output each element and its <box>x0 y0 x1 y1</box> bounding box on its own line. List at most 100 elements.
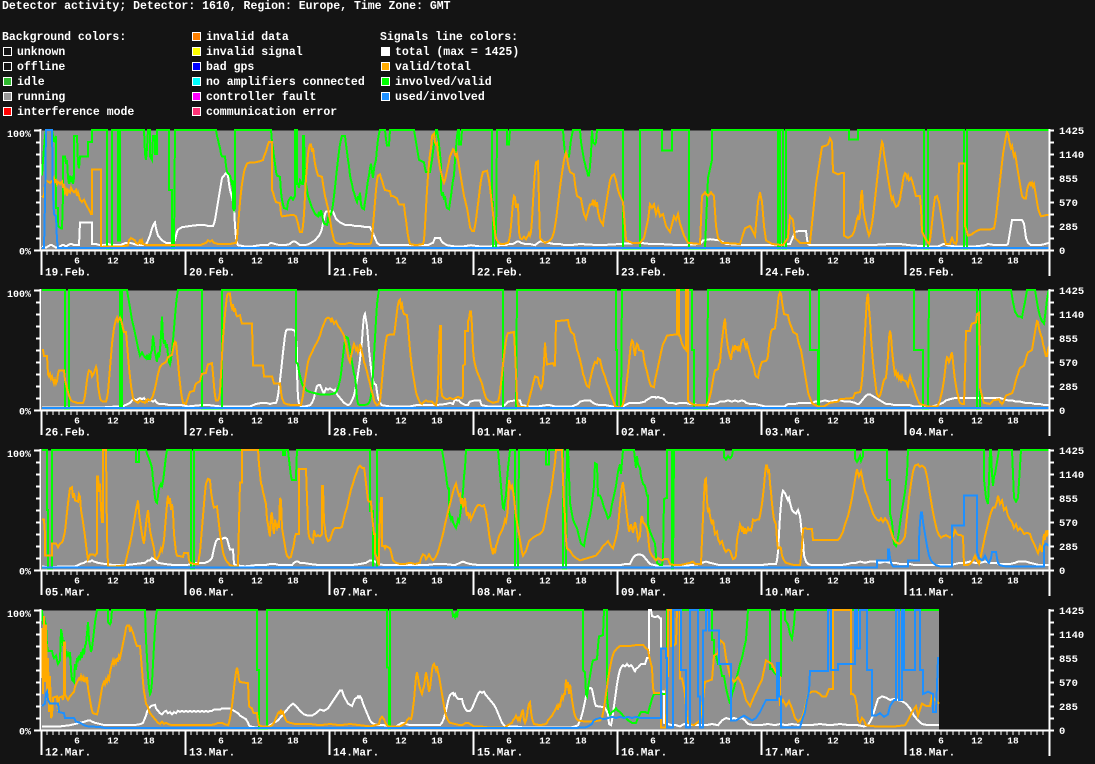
svg-text:1425: 1425 <box>1059 446 1084 458</box>
svg-text:18: 18 <box>287 416 299 427</box>
svg-text:6: 6 <box>218 736 224 747</box>
svg-text:22.Feb.: 22.Feb. <box>477 268 523 280</box>
svg-text:6: 6 <box>506 416 512 427</box>
svg-text:18: 18 <box>431 576 443 587</box>
svg-text:855: 855 <box>1059 654 1078 666</box>
svg-text:570: 570 <box>1059 198 1078 210</box>
svg-text:12: 12 <box>971 256 983 267</box>
svg-text:0%: 0% <box>19 568 31 579</box>
svg-text:18: 18 <box>1007 256 1019 267</box>
svg-text:18: 18 <box>143 736 155 747</box>
svg-text:23.Feb.: 23.Feb. <box>621 268 667 280</box>
svg-text:12: 12 <box>107 256 119 267</box>
svg-text:18: 18 <box>143 256 155 267</box>
svg-text:18: 18 <box>575 416 587 427</box>
svg-text:15.Mar.: 15.Mar. <box>477 748 523 760</box>
svg-text:570: 570 <box>1059 678 1078 690</box>
svg-text:18: 18 <box>287 256 299 267</box>
svg-text:18: 18 <box>863 256 875 267</box>
svg-text:12: 12 <box>395 416 407 427</box>
svg-text:6: 6 <box>794 736 800 747</box>
svg-text:0: 0 <box>1059 566 1065 578</box>
svg-text:100%: 100% <box>7 130 31 141</box>
svg-text:0%: 0% <box>19 728 31 739</box>
svg-text:6: 6 <box>506 576 512 587</box>
svg-text:12: 12 <box>827 576 839 587</box>
svg-text:06.Mar.: 06.Mar. <box>189 588 235 600</box>
svg-text:12: 12 <box>107 416 119 427</box>
svg-text:6: 6 <box>650 256 656 267</box>
svg-text:28.Feb.: 28.Feb. <box>333 428 379 440</box>
svg-text:6: 6 <box>938 576 944 587</box>
svg-text:18: 18 <box>431 736 443 747</box>
svg-text:27.Feb.: 27.Feb. <box>189 428 235 440</box>
svg-text:08.Mar.: 08.Mar. <box>477 588 523 600</box>
svg-text:21.Feb.: 21.Feb. <box>333 268 379 280</box>
svg-text:16.Mar.: 16.Mar. <box>621 748 667 760</box>
svg-text:18: 18 <box>1007 416 1019 427</box>
svg-text:17.Mar.: 17.Mar. <box>765 748 811 760</box>
svg-text:6: 6 <box>938 416 944 427</box>
svg-text:6: 6 <box>938 736 944 747</box>
svg-text:05.Mar.: 05.Mar. <box>45 588 91 600</box>
svg-text:18: 18 <box>719 256 731 267</box>
svg-text:285: 285 <box>1059 702 1078 714</box>
svg-text:14.Mar.: 14.Mar. <box>333 748 379 760</box>
svg-text:285: 285 <box>1059 382 1078 394</box>
svg-text:6: 6 <box>938 256 944 267</box>
svg-text:855: 855 <box>1059 334 1078 346</box>
svg-text:0%: 0% <box>19 408 31 419</box>
svg-text:0: 0 <box>1059 726 1065 738</box>
svg-text:6: 6 <box>74 736 80 747</box>
svg-text:100%: 100% <box>7 610 31 621</box>
svg-text:6: 6 <box>74 576 80 587</box>
svg-text:6: 6 <box>794 576 800 587</box>
svg-text:6: 6 <box>650 736 656 747</box>
svg-text:18.Mar.: 18.Mar. <box>909 748 955 760</box>
svg-text:12: 12 <box>107 576 119 587</box>
svg-text:285: 285 <box>1059 222 1078 234</box>
svg-text:12.Mar.: 12.Mar. <box>45 748 91 760</box>
svg-text:0: 0 <box>1059 246 1065 258</box>
svg-text:6: 6 <box>794 256 800 267</box>
svg-text:1425: 1425 <box>1059 606 1084 618</box>
svg-text:12: 12 <box>539 256 551 267</box>
svg-text:12: 12 <box>971 576 983 587</box>
svg-text:12: 12 <box>251 256 263 267</box>
svg-text:6: 6 <box>362 416 368 427</box>
svg-text:18: 18 <box>287 736 299 747</box>
svg-text:6: 6 <box>74 256 80 267</box>
svg-text:12: 12 <box>539 416 551 427</box>
svg-text:20.Feb.: 20.Feb. <box>189 268 235 280</box>
svg-text:1140: 1140 <box>1059 630 1084 642</box>
svg-text:855: 855 <box>1059 174 1078 186</box>
svg-text:18: 18 <box>143 576 155 587</box>
svg-text:04.Mar.: 04.Mar. <box>909 428 955 440</box>
svg-text:25.Feb.: 25.Feb. <box>909 268 955 280</box>
svg-text:12: 12 <box>251 416 263 427</box>
svg-text:6: 6 <box>362 256 368 267</box>
svg-text:13.Mar.: 13.Mar. <box>189 748 235 760</box>
svg-text:01.Mar.: 01.Mar. <box>477 428 523 440</box>
svg-text:1425: 1425 <box>1059 126 1084 138</box>
svg-text:6: 6 <box>506 736 512 747</box>
svg-text:18: 18 <box>863 736 875 747</box>
svg-text:12: 12 <box>683 736 695 747</box>
svg-text:12: 12 <box>971 736 983 747</box>
svg-text:12: 12 <box>683 256 695 267</box>
svg-text:0: 0 <box>1059 406 1065 418</box>
svg-text:18: 18 <box>431 256 443 267</box>
svg-text:285: 285 <box>1059 542 1078 554</box>
svg-text:100%: 100% <box>7 290 31 301</box>
svg-text:6: 6 <box>218 256 224 267</box>
svg-text:6: 6 <box>650 576 656 587</box>
svg-text:18: 18 <box>143 416 155 427</box>
svg-text:12: 12 <box>395 576 407 587</box>
svg-text:18: 18 <box>719 416 731 427</box>
svg-text:570: 570 <box>1059 518 1078 530</box>
svg-text:18: 18 <box>431 416 443 427</box>
svg-text:11.Mar.: 11.Mar. <box>909 588 955 600</box>
svg-text:6: 6 <box>362 736 368 747</box>
svg-text:100%: 100% <box>7 450 31 461</box>
svg-text:18: 18 <box>863 576 875 587</box>
